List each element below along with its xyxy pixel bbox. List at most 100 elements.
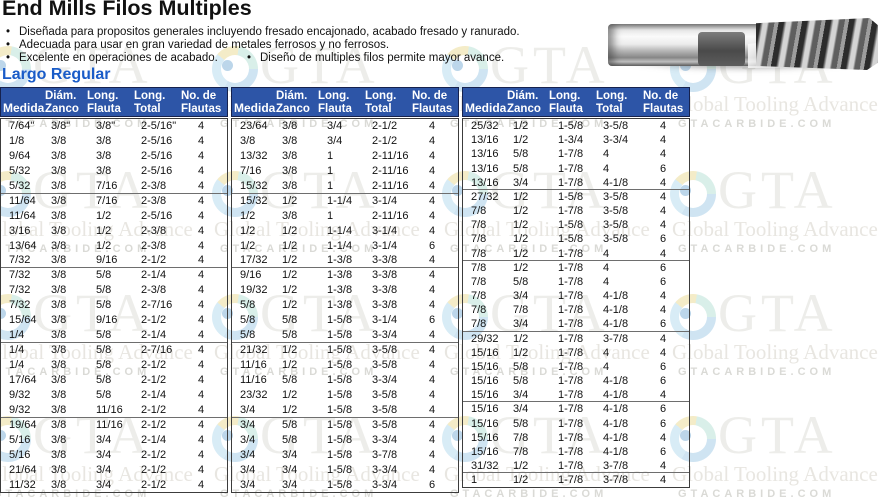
table-row: 13/64 3/8 1/2 2-3/8 4 (1, 239, 227, 254)
table-cell: 3/8 (96, 134, 112, 147)
table-cell: 1-7/8 (558, 176, 584, 189)
table-row: 1/2 1/2 1-1/4 3-1/4 4 (232, 224, 458, 239)
table-cell: 3/8 (51, 269, 67, 282)
table-row: 5/32 3/8 7/16 2-3/8 4 (1, 179, 227, 194)
table-cell: 4 (429, 194, 436, 207)
table-cell: 3/8 (51, 478, 67, 491)
table-cell: 3/8 (282, 149, 298, 162)
table-cell: 4 (198, 284, 205, 297)
table-cell: 11/16 (240, 359, 267, 371)
table-cell: 3/8" (51, 120, 71, 132)
table-row: 1 1/2 1-7/8 3-7/8 4 (463, 473, 689, 487)
table-cell: 1/2 (513, 190, 529, 203)
table-cell: 3-5/8 (372, 388, 398, 401)
table-cell: 2-11/16 (372, 164, 409, 177)
table-cell: 1/2 (513, 247, 529, 260)
table-cell: 2-3/8 (141, 224, 167, 237)
table-row: 27/32 1/2 1-5/8 3-5/8 4 (463, 190, 689, 204)
table-cell: 6 (660, 162, 667, 175)
table-cell: 1-7/8 (558, 290, 584, 303)
table-cell: 1-7/8 (558, 332, 584, 345)
table-cell: 4 (429, 209, 436, 222)
table-row: 7/8 3/4 1-7/8 4-1/8 4 (463, 289, 689, 303)
table-cell: 4 (429, 403, 436, 416)
table-cell: 2-3/8 (141, 284, 167, 297)
watermark-tagline: Global Tooling Advance (672, 217, 878, 241)
table-cell: 1/2 (282, 388, 298, 401)
column-header: Long. Flauta (549, 90, 583, 115)
table-cell: 1/2 (513, 346, 529, 359)
table-cell: 1-1/4 (327, 224, 353, 237)
table-cell: 31/32 (471, 460, 499, 473)
table-cell: 1/2 (513, 261, 529, 274)
column-header: Medida (234, 100, 276, 115)
table-header: Medida Diám. Zanco Long. Flauta Long. Total No.… (231, 87, 459, 117)
table-cell: 4 (660, 190, 667, 203)
table-cell: 3-5/8 (603, 120, 629, 132)
table-cell: 5/8 (282, 373, 298, 386)
table-cell: 17/64 (9, 373, 37, 386)
table-row: 7/8 1/2 1-7/8 4 4 (463, 247, 689, 261)
table-cell: 9/64 (9, 149, 31, 162)
table-row: 1/4 3/8 5/8 2-7/16 4 (1, 343, 227, 358)
table-cell: 2-3/8 (141, 239, 167, 252)
table-cell: 4-1/8 (603, 290, 629, 303)
table-cell: 7/8 (471, 247, 487, 260)
table-cell: 6 (660, 261, 667, 274)
table-cell: 4 (198, 373, 205, 386)
table-cell: 29/32 (471, 332, 499, 345)
table-cell: 4 (429, 448, 436, 461)
table-cell: 3-3/4 (372, 373, 398, 386)
table-cell: 6 (660, 417, 667, 430)
table-cell: 3/4 (240, 463, 256, 476)
table-cell: 4 (429, 418, 436, 431)
table-cell: 4 (429, 299, 436, 312)
table-cell: 5/8 (240, 299, 256, 312)
table-cell: 4 (429, 433, 436, 446)
table-cell: 2-1/2 (141, 254, 167, 267)
table-cell: 3/4 (282, 448, 298, 461)
table-cell: 4 (429, 134, 436, 147)
table-cell: 3/4 (282, 463, 298, 476)
table-cell: 4-1/8 (603, 417, 629, 430)
table-cell: 5/8 (513, 375, 529, 388)
table-cell: 1/4 (9, 359, 25, 371)
table-cell: 5/8 (96, 269, 112, 282)
table-cell: 1/2 (96, 239, 112, 252)
table-cell: 3/4 (327, 120, 343, 132)
table-cell: 5/8 (282, 314, 298, 327)
bullet-text: Diseñada para propositos generales inclu… (19, 26, 520, 38)
table-cell: 3/8 (51, 209, 67, 222)
table-cell: 3/8 (51, 224, 67, 237)
table-row: 15/16 3/4 1-7/8 4-1/8 6 (463, 402, 689, 416)
table-cell: 6 (660, 403, 667, 416)
table-cell: 4 (198, 463, 205, 476)
table-row: 11/64 3/8 1/2 2-5/16 4 (1, 209, 227, 224)
table-cell: 6 (660, 360, 667, 373)
table-cell: 1-1/4 (327, 239, 353, 252)
table-cell: 1-7/8 (558, 318, 584, 331)
table-cell: 2-1/2 (141, 463, 167, 476)
table-cell: 4 (198, 269, 205, 282)
table-cell: 4 (198, 120, 205, 132)
table-cell: 1/2 (513, 120, 529, 132)
table-row: 9/32 3/8 5/8 2-1/4 4 (1, 388, 227, 403)
table-cell: 1-7/8 (558, 261, 584, 274)
table-cell: 4 (198, 344, 205, 357)
table-cell: 11/16 (96, 403, 123, 416)
table-cell: 4 (198, 254, 205, 267)
table-cell: 15/64 (9, 314, 37, 327)
table-cell: 3/8 (51, 329, 67, 342)
table-cell: 4 (429, 388, 436, 401)
table-cell: 1/2 (513, 332, 529, 345)
table-cell: 1-7/8 (558, 205, 584, 218)
table-cell: 3-5/8 (372, 403, 398, 416)
table-cell: 1/2 (282, 359, 298, 371)
table-row: 7/8 7/8 1-7/8 4-1/8 4 (463, 303, 689, 317)
end-mill-product-image (598, 0, 885, 80)
table-cell: 2-1/2 (372, 134, 398, 147)
column-header: No. de Flautas (181, 90, 222, 115)
table-cell: 1/4 (9, 329, 25, 342)
table-cell: 4 (198, 448, 205, 461)
table-cell: 11/64 (9, 209, 36, 222)
